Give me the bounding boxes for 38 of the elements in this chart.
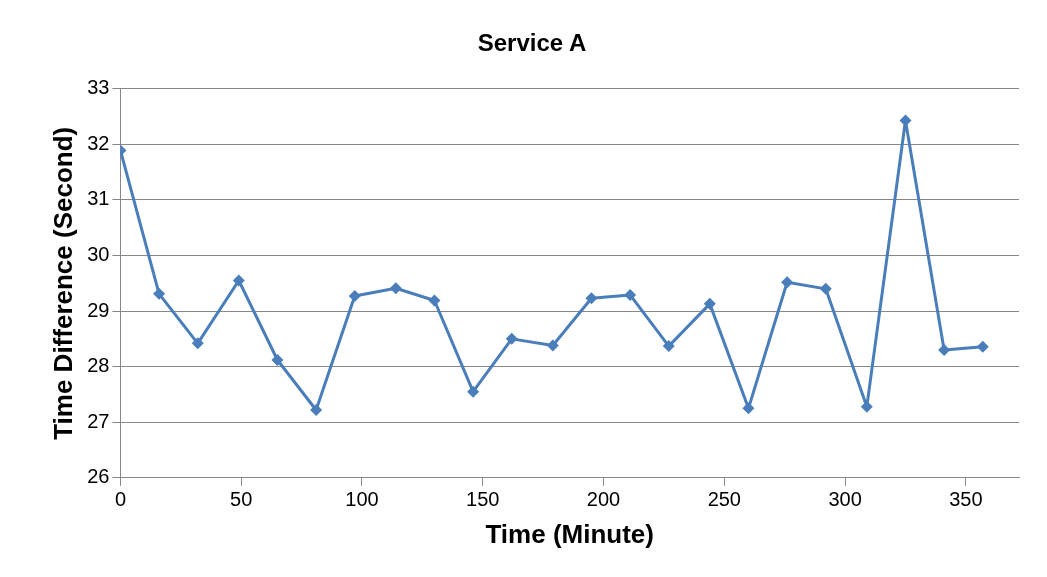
point (585, 292, 598, 305)
point (271, 353, 284, 366)
point (467, 385, 480, 398)
point (505, 332, 518, 345)
x-tick-label: 300 (828, 488, 862, 511)
y-tick-label: 28 (87, 354, 110, 377)
x-tick-label: 200 (586, 488, 621, 511)
x-tick-label: 350 (949, 488, 983, 511)
point (546, 339, 559, 352)
point (662, 340, 675, 353)
y-axis-title: Time Difference (Second) (47, 126, 78, 440)
point (703, 297, 716, 310)
point (742, 402, 755, 415)
point (976, 340, 989, 353)
chart-title: Service A (477, 29, 587, 57)
x-tick-label: 50 (230, 488, 253, 511)
point (819, 282, 832, 295)
y-tick-label: 29 (87, 298, 110, 321)
point (153, 287, 166, 300)
point (310, 404, 323, 416)
point (428, 294, 441, 307)
x-tick-label: 150 (466, 488, 500, 511)
x-tick-label: 250 (707, 488, 741, 511)
point (232, 274, 245, 287)
point (389, 282, 402, 295)
point (781, 276, 794, 289)
point (624, 288, 637, 301)
y-tick-label: 30 (87, 243, 110, 266)
y-tick-label: 27 (87, 409, 110, 432)
point (348, 290, 361, 303)
y-tick-label: 26 (87, 465, 110, 488)
x-tick-label: 0 (114, 488, 127, 511)
y-tick-label: 32 (87, 131, 110, 154)
y-tick-label: 31 (87, 187, 110, 210)
y-tick-label: 33 (87, 76, 110, 99)
x-axis-title: Time (Minute) (485, 518, 654, 549)
point (191, 337, 204, 350)
x-tick-label: 100 (345, 488, 379, 511)
